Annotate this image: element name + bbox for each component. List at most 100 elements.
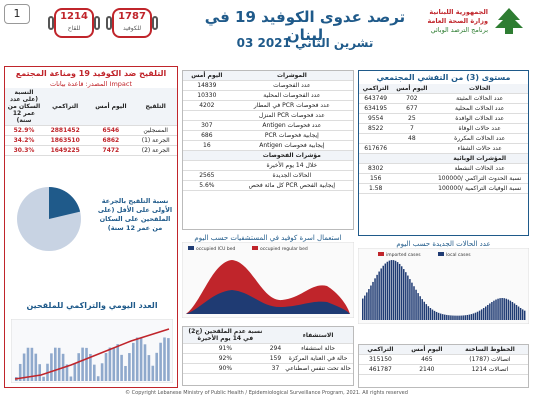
case-bar [450,315,452,320]
vaccine-hotline-label: للقاح [67,25,81,32]
case-bar [427,306,430,320]
page-title: ترصد عدوى الكوفيد 19 في لبنان [204,8,406,44]
case-bar [464,315,466,320]
table-row: عدد الفحوصات المحلية 10330 [183,90,353,101]
case-bar [364,295,366,320]
case-bar [462,315,464,320]
case-bar [429,308,432,320]
case-bar [499,298,501,320]
vaccination-source: المصدر: قاعدة بيانات Impact [49,80,133,88]
vaccination-bar [108,347,112,381]
vaccination-bar [96,376,100,381]
vaccination-bar [30,347,34,381]
table-row: حالة في العناية المركزة 159 92% [183,353,353,364]
vaccination-title: التلقيح ضد الكوفيد 19 ومناعة المجتمع [15,69,167,78]
table-row: عدد فحوصات Antigen 307 [183,120,353,131]
table-row: عدد فحوصات PCR في المطار 4202 [183,100,353,111]
table-row: عدد الحالات المثبتة 702 643749 [359,93,528,104]
legend-swatch-imported [378,252,384,256]
case-bar [417,293,419,320]
tests-table: الموشرات اليوم أمس عدد الفحوصات 14839 عدد … [183,71,353,191]
case-bar [503,298,505,320]
case-bar [474,312,477,320]
legend-imported: imported cases [386,252,421,258]
table-row: خلال 14 يوم الأخيرة [183,160,353,171]
case-bar [501,298,503,320]
table-row: عدد الحالات المحلية 677 634195 [359,103,528,114]
case-bar [372,281,374,320]
table-row: عدد الفحوصات 14839 [183,80,353,91]
vaccination-bar [124,365,127,381]
headset-icon [94,16,100,30]
case-bar [419,296,421,320]
table-row: عدد الحالات النشطة 8302 [359,163,528,174]
case-bar [390,260,393,320]
vaccination-bar [163,337,166,381]
legend-swatch-icu [188,246,194,250]
case-bar [505,298,507,320]
beds-chart: occupied ICU bed occupied regular bed [181,241,355,319]
vaccination-bar [116,344,119,381]
vaccination-bar [57,347,61,381]
case-bar [448,315,450,320]
vaccination-bar [54,347,57,381]
vaccination-bar [155,352,158,381]
beds-chart-panel: استعمال اسرة كوفيد في المستشفيات حسب الي… [181,234,355,320]
vaccination-bar [151,365,155,381]
case-bar [470,314,473,320]
case-bar [446,314,448,320]
vaccination-bar [159,342,162,381]
case-bar [431,309,434,320]
table-row: الحالات الجديدة 2565 [183,170,353,181]
vaccination-bar [85,347,88,381]
case-bar [394,260,397,320]
vaccination-bar [93,364,96,381]
table-row: عدد الحالات الوافدة 25 9554 [359,113,528,124]
case-bar [405,272,407,320]
case-bar [485,306,487,320]
case-bar [439,313,442,320]
table-row: إيجابية فحوصات PCR 686 [183,130,353,141]
case-bar [380,268,382,320]
case-bar [456,315,458,320]
daily-vaccination-title: العدد اليومي والتراكمي للملقحين [26,301,158,310]
case-bar [444,314,446,320]
headset-icon [152,16,158,30]
vaccination-bar [132,342,135,381]
case-bar [413,286,415,320]
covid-hotline-badge: 1787 للكوفيد [106,8,158,38]
case-bar [386,261,389,320]
case-bar [374,278,376,320]
table-row: إيجابية فحوصات Antigen 16 [183,140,353,151]
table-row: عدد فحوصات PCR المنزل [183,110,353,121]
case-bar [509,300,512,320]
case-bar [437,312,440,320]
case-bar [507,299,510,320]
case-bar [362,298,364,320]
case-bar [478,310,481,320]
legend-icu: occupied ICU bed [196,246,236,252]
cases-chart-title: عدد الحالات الجديدة حسب اليوم [396,240,491,248]
case-bar [519,307,522,320]
community-panel: مستوى (3) من التفشي المجتمعي الحالات اليو… [358,70,529,236]
case-bar [497,298,499,320]
case-bar [468,314,471,320]
case-bar [476,311,479,320]
case-bar [491,301,493,320]
vaccination-bar [112,347,116,381]
case-bar [396,262,399,320]
case-bar [433,310,436,320]
vaccination-bar [104,353,108,381]
table-row: المسجلين 6546 2881452 52.9% [5,125,177,136]
vaccination-bar [128,353,131,381]
calls-panel: الخطوط الساخنة اليوم أمس التراكمي اتصالات … [358,344,529,388]
vaccination-bar [50,353,53,381]
covid-hotline-label: للكوفيد [122,25,142,32]
headset-icon [106,16,112,30]
case-bar [466,314,469,320]
case-bar [376,274,378,320]
community-table: الحالات اليوم أمس التراكمي عدد الحالات الم… [359,84,528,194]
table-row: اتصالات 1214 2140 461787 [359,364,528,375]
case-bar [435,311,438,320]
case-bar [366,292,368,320]
